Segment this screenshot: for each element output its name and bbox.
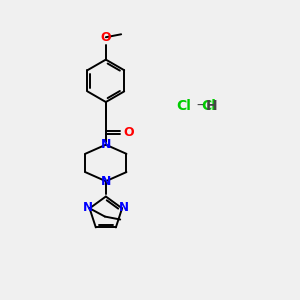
Text: N: N [100, 175, 111, 188]
Text: N: N [100, 138, 111, 151]
Text: O: O [123, 126, 134, 139]
Text: Cl: Cl [202, 99, 216, 113]
Text: –: – [196, 99, 203, 113]
Text: O: O [100, 31, 111, 44]
Text: N: N [119, 201, 129, 214]
Text: Cl: Cl [176, 99, 191, 113]
Text: H: H [206, 99, 218, 113]
Text: N: N [82, 201, 92, 214]
